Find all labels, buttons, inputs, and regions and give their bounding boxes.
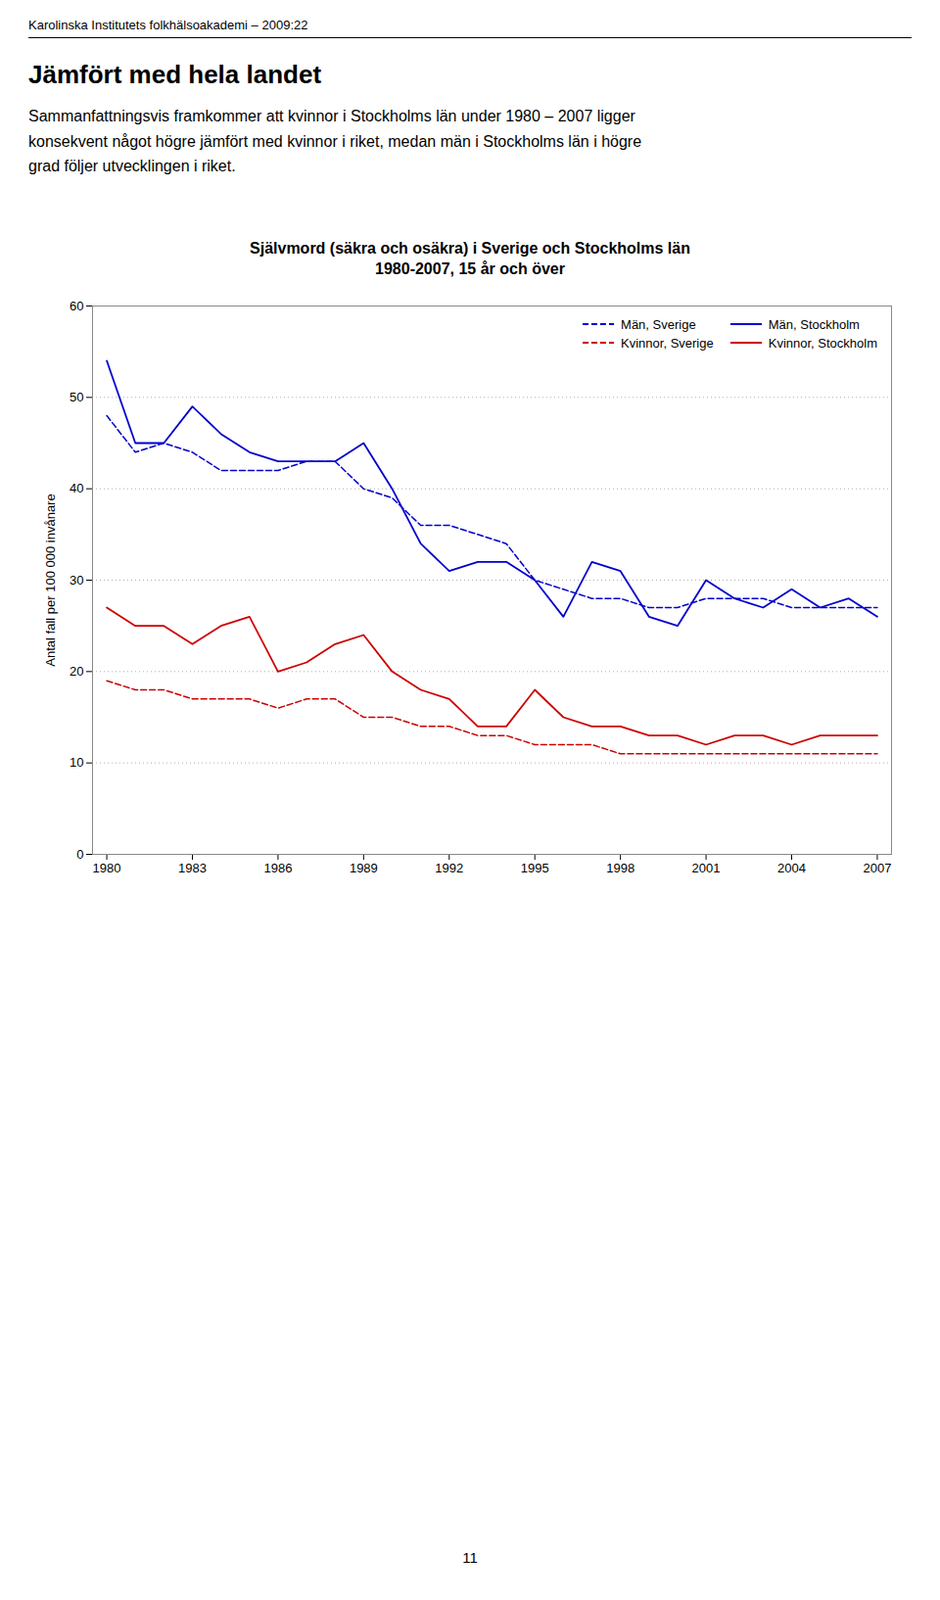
svg-text:2004: 2004 (777, 860, 806, 876)
svg-text:10: 10 (69, 754, 84, 770)
svg-text:2001: 2001 (692, 860, 721, 876)
html-text:1980-2007, 15 år och över: 1980-2007, 15 år och över (375, 260, 565, 278)
svg-text:40: 40 (69, 480, 84, 496)
svg-text:1980: 1980 (93, 860, 122, 876)
html-text:Självmord (säkra och osäkra) i: Självmord (säkra och osäkra) i Sverige o… (249, 239, 691, 257)
html-text:Män, Sverige: Män, Sverige (620, 317, 696, 332)
svg-text:30: 30 (69, 572, 84, 588)
svg-text:1992: 1992 (434, 860, 464, 876)
svg-text:50: 50 (69, 389, 84, 405)
svg-text:1995: 1995 (520, 860, 550, 876)
svg-text:20: 20 (69, 663, 84, 679)
svg-text:1983: 1983 (178, 860, 207, 876)
html-text:Kvinnor, Sverige: Kvinnor, Sverige (620, 335, 714, 351)
svg-text:1998: 1998 (606, 860, 635, 876)
html-text:Kvinnor, Stockholm: Kvinnor, Stockholm (768, 335, 878, 351)
svg-text:60: 60 (69, 298, 84, 314)
svg-text:1989: 1989 (349, 860, 378, 876)
svg-text:Antal fall per 100 000 invånar: Antal fall per 100 000 invånare (43, 493, 58, 666)
svg-text:0: 0 (76, 846, 84, 862)
html-text:Män, Stockholm: Män, Stockholm (768, 317, 860, 332)
svg-text:1986: 1986 (263, 860, 292, 876)
html-text:11: 11 (462, 1549, 478, 1566)
svg-text:2007: 2007 (862, 860, 892, 876)
html-text:Karolinska Institutets folkhäl: Karolinska Institutets folkhälsoakademi … (28, 17, 308, 33)
html-text:Sammanfattningsvis framkommer: Sammanfattningsvis framkommer att kvinno… (28, 107, 642, 175)
html-text:Jämfört med hela landet: Jämfört med hela landet (28, 59, 322, 90)
